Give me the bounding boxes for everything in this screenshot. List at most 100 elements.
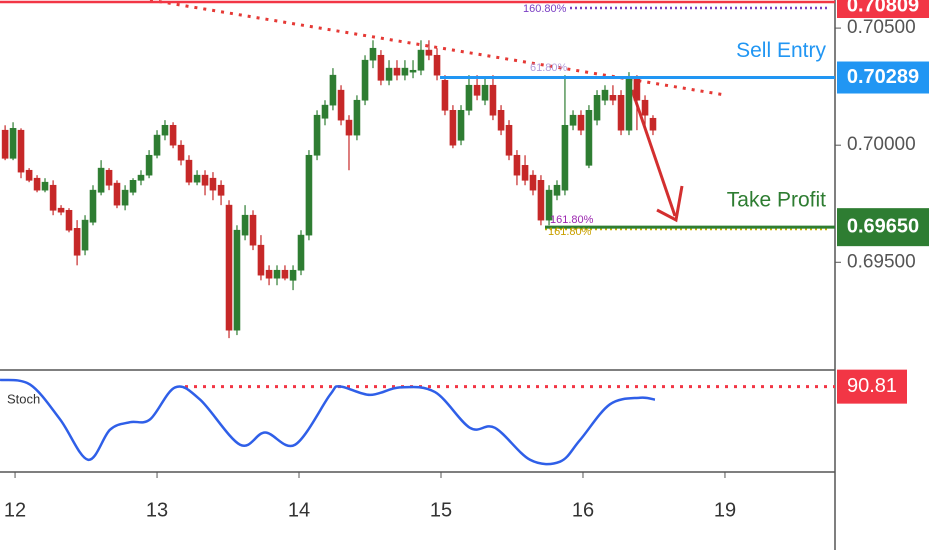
candle-body — [425, 49, 433, 56]
candle-body — [201, 174, 209, 186]
candle-body — [281, 269, 289, 279]
candle-body — [337, 89, 345, 121]
candle-body — [249, 214, 257, 246]
candle-body — [353, 99, 361, 136]
candle-body — [177, 144, 185, 161]
x-tick-label: 13 — [146, 499, 168, 521]
level-label: 0.69650 — [847, 215, 919, 237]
level-label: 0.70809 — [847, 0, 919, 16]
candle-body — [457, 109, 465, 141]
candle-body — [633, 77, 641, 101]
candle-body — [345, 119, 353, 136]
candle-body — [145, 154, 153, 176]
level-box — [837, 369, 907, 404]
candle-body — [161, 124, 169, 136]
candle-body — [449, 109, 457, 146]
candle-body — [505, 124, 513, 156]
arrow-head — [656, 185, 684, 223]
candle-body — [321, 104, 329, 119]
level-label: 90.81 — [847, 375, 897, 397]
x-tick-label: 12 — [4, 499, 26, 521]
candle-body — [129, 180, 137, 193]
candle-body — [625, 77, 633, 131]
x-tick-label: 14 — [288, 499, 310, 521]
candle-body — [473, 84, 481, 96]
candle-body — [153, 134, 161, 156]
stoch-title: Stoch — [7, 391, 40, 406]
candle-body — [137, 174, 145, 181]
candle-body — [385, 67, 393, 81]
level-name: Sell Entry — [736, 39, 826, 62]
candle-body — [289, 269, 297, 281]
candle-body — [169, 124, 177, 146]
stoch-line — [0, 378, 656, 466]
candle-body — [273, 269, 281, 279]
candle-body — [329, 74, 337, 106]
candle-body — [465, 84, 473, 111]
candle-body — [97, 167, 105, 193]
candle-body — [1, 129, 9, 159]
candle-body — [513, 154, 521, 176]
candle-body — [641, 99, 649, 116]
candle-body — [297, 234, 305, 271]
candle-body — [409, 69, 417, 73]
candle-body — [89, 189, 97, 223]
candle-body — [553, 184, 561, 196]
candle-body — [545, 189, 553, 221]
candle-body — [265, 269, 273, 279]
candle-body — [25, 169, 33, 181]
level-box — [837, 208, 929, 247]
candle-body — [209, 177, 217, 191]
candle-body — [569, 114, 577, 126]
candle-body — [585, 109, 593, 166]
candle-body — [241, 214, 249, 236]
x-tick-label: 19 — [714, 499, 736, 521]
candle-body — [441, 80, 449, 111]
level-label: 0.70289 — [847, 66, 919, 88]
candle-body — [617, 95, 625, 131]
candle-body — [649, 117, 657, 131]
level-box — [837, 61, 929, 94]
x-tick-label: 15 — [430, 499, 452, 521]
candle-body — [185, 159, 193, 183]
candle-body — [521, 165, 529, 181]
candle-body — [57, 207, 65, 213]
candle-body — [121, 189, 129, 206]
candle-body — [401, 67, 409, 76]
candle-body — [481, 84, 489, 101]
candle-body — [577, 114, 585, 131]
candle-body — [529, 174, 537, 191]
candle-body — [81, 219, 89, 251]
level-name: Take Profit — [727, 189, 826, 212]
candle-body — [41, 181, 49, 191]
candle-body — [33, 177, 41, 191]
candle-body — [305, 154, 313, 236]
y-tick-label: 0.70500 — [847, 17, 916, 38]
candle-body — [393, 67, 401, 76]
level-box — [837, 0, 929, 18]
candle-body — [433, 54, 441, 76]
candle-body — [377, 54, 385, 81]
y-tick-label: 0.70000 — [847, 134, 916, 155]
candle-body — [225, 204, 233, 331]
candle-body — [233, 229, 241, 331]
candle-body — [497, 109, 505, 131]
fib-label: 160.80% — [523, 3, 567, 15]
fib-label: 161.80% — [548, 226, 592, 238]
fib-label: 161.80% — [550, 214, 594, 226]
candle-body — [417, 49, 425, 71]
candle-body — [193, 174, 201, 183]
candle-body — [537, 180, 545, 221]
candle-body — [113, 182, 121, 206]
candle-body — [65, 209, 73, 231]
x-tick-label: 16 — [572, 499, 594, 521]
candle-body — [561, 124, 569, 191]
candle-body — [609, 95, 617, 101]
candle-body — [73, 228, 81, 256]
y-tick-label: 0.69500 — [847, 251, 916, 272]
candle-body — [217, 184, 225, 196]
candle-body — [489, 84, 497, 116]
candle-body — [17, 129, 25, 173]
